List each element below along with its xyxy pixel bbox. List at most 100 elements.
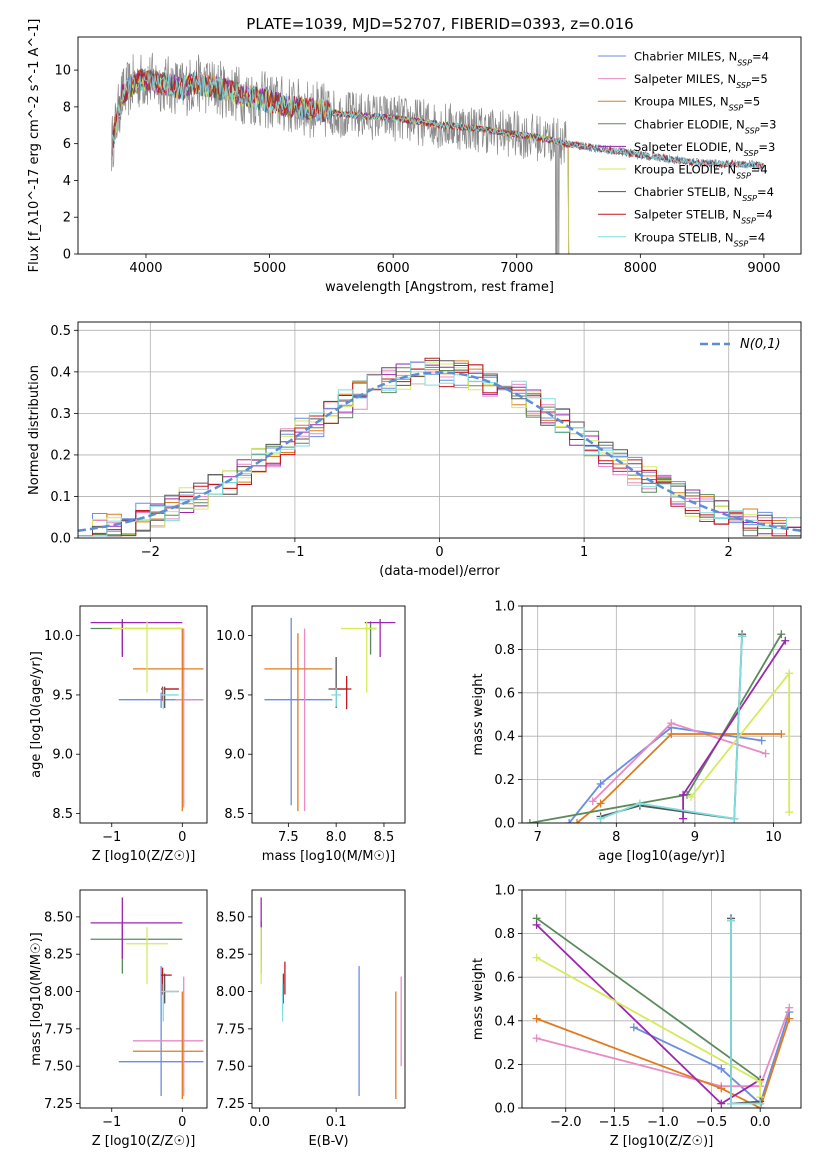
axes-frame [79,605,208,824]
y-tick-label: 4 [63,174,71,189]
legend-subscript: SSP [741,216,756,225]
gaussian-reference-line [78,371,801,532]
y-tick-label: 0.2 [50,448,71,463]
legend-nssp: =5 [751,72,768,86]
plot-area [90,897,204,1100]
y-tick-label: 10 [54,64,71,79]
plot-area [264,617,396,812]
legend-label: Salpeter STELIB, NSSP=4 [634,208,773,226]
legend-subscript: SSP [742,194,757,203]
y-tick-label: 7.50 [44,1060,73,1075]
y-tick-label: 7.25 [216,1097,245,1112]
legend-label: Chabrier STELIB, NSSP=4 [634,185,774,203]
mass-weight-line [529,633,783,823]
mass-weight-line [536,1007,791,1088]
y-tick-label: 0.4 [494,1014,515,1029]
legend-label: Chabrier MILES, NSSP=4 [634,50,769,68]
y-tick-label: 0.0 [50,532,71,547]
plot-area [78,357,801,537]
x-tick-label: 0 [178,1115,186,1130]
legend-nssp: =4 [756,208,773,222]
mass-weight-line [600,636,743,820]
residuals-panel: −2 −1 0 1 2 0.0 0.1 0.2 0.3 0.4 0.5 (data-model)/er… [27,321,802,579]
y-tick-label: 0.0 [494,1102,515,1117]
axes-frame [77,321,802,539]
legend-label: Chabrier ELODIE, NSSP=3 [634,117,776,135]
legend-subscript: SSP [734,239,749,248]
spectrum-panel: 4000 5000 6000 7000 8000 9000 0 2 4 6 8 10 wavelengt… [27,19,802,295]
x-axis-label: Z [log10(Z/Z☉)] [92,849,196,864]
y-tick-label: 0.2 [494,773,515,788]
x-tick-label: −2 [141,545,160,560]
legend-nssp: =4 [748,230,765,244]
y-tick-label: 0.2 [494,1058,515,1073]
y-tick-label: 8.00 [216,985,245,1000]
x-tick-label: 0 [178,830,186,845]
y-tick-label: 10.0 [216,629,245,644]
x-tick-label: 1 [580,545,588,560]
age-vs-mass-panel: 7.5 8.0 8.5 8.5 9.0 9.5 10.0 mass [log10(M/M☉)] [216,605,406,864]
figure-title: PLATE=1039, MJD=52707, FIBERID=0393, z=0… [246,15,633,33]
mass-weight-line [536,917,761,1081]
y-tick-label: 0.4 [494,730,515,745]
y-tick-label: 0.6 [494,971,515,986]
x-tick-label: 0 [435,545,443,560]
legend-subscript: SSP [729,103,744,112]
legend-subscript: SSP [737,58,752,67]
x-tick-label: 8.0 [326,830,347,845]
y-tick-label: 2 [63,211,71,226]
x-tick-label: 7000 [500,261,533,276]
y-tick-label: 6 [63,137,71,152]
y-axis-label: mass weight [471,958,486,1040]
model-spectrum-line [110,72,765,169]
y-tick-label: 10.0 [44,629,73,644]
x-axis-label: age [log10(age/yr)] [598,849,725,864]
x-axis-label: Z [log10(Z/Z☉)] [610,1134,714,1149]
plot-area [90,619,204,812]
y-axis-label: mass weight [471,673,486,755]
x-tick-label: 9 [691,830,699,845]
legend-label: Kroupa STELIB, NSSP=4 [634,230,765,248]
x-tick-label: 0.1 [326,1115,347,1130]
y-tick-label: 7.50 [216,1060,245,1075]
x-tick-label: −1 [102,1115,121,1130]
x-tick-label: 0.0 [750,1115,771,1130]
y-tick-label: 0.8 [494,927,515,942]
y-tick-label: 7.75 [44,1022,73,1037]
legend-label: Salpeter ELODIE, NSSP=3 [634,140,775,158]
y-tick-label: 8.50 [216,910,245,925]
x-tick-label: 5000 [253,261,286,276]
plot-area [260,897,402,1100]
x-tick-label: 8.5 [374,830,395,845]
y-tick-label: 8.5 [52,807,73,822]
y-tick-label: 8.00 [44,985,73,1000]
y-tick-label: 8 [63,100,71,115]
legend-label: N(0,1) [740,337,781,352]
plot-area [110,52,765,254]
mass-vs-extinction-panel: 0.0 0.1 7.25 7.50 7.75 8.00 8.25 8.50 E(B-V) [216,889,406,1149]
x-tick-label: 10 [765,830,782,845]
y-tick-label: 8.25 [44,948,73,963]
x-tick-label: 8000 [624,261,657,276]
age-vs-metallicity-panel: −1 0 8.5 9.0 9.5 10.0 Z [log10(Z/Z☉)] age [log1… [29,605,208,864]
axes-frame [77,36,802,255]
x-tick-label: 6000 [377,261,410,276]
axes-frame [79,889,208,1109]
x-tick-label: −1 [285,545,304,560]
x-axis-label: (data-model)/error [379,564,500,579]
axes-frame [251,889,406,1109]
legend-label: Kroupa ELODIE, NSSP=4 [634,163,768,181]
mass-vs-metallicity-panel: −1 0 7.25 7.50 7.75 8.00 8.25 8.50 Z [log10(Z/Z☉… [29,889,208,1149]
y-tick-label: 7.25 [44,1097,73,1112]
x-tick-label: −1.5 [599,1115,631,1130]
mass-weight-line [682,640,787,819]
weight-vs-age-panel: 7 8 9 10 0.0 0.2 0.4 0.6 0.8 1.0 age [log10(age/yr… [471,600,802,864]
x-axis-label: mass [log10(M/M☉)] [262,849,395,864]
legend-subscript: SSP [736,171,751,180]
y-tick-label: 9.5 [224,688,245,703]
y-tick-label: 9.0 [224,748,245,763]
legend-subscript: SSP [745,126,760,135]
x-tick-label: −1.0 [647,1115,679,1130]
x-tick-label: 2 [725,545,733,560]
